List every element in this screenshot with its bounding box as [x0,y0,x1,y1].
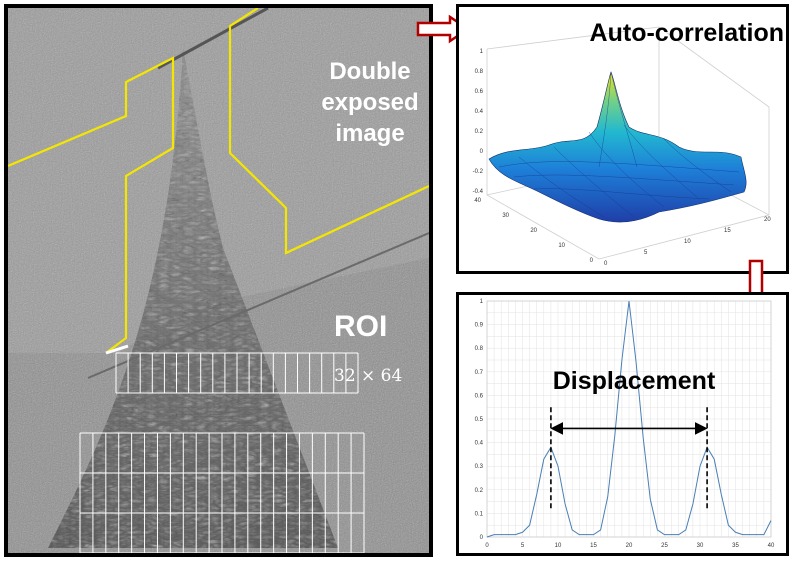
x-tick-label: 5 [521,543,525,549]
y-tick-label: 0.9 [475,323,484,329]
displacement-chart-panel: 0 0.1 0.2 0.3 0.4 0.5 0.6 0.7 0.8 0.9 1 0 5 10 15 20 25… [456,292,789,556]
y-tick-label: 0.7 [475,370,484,376]
x-tick-label: 40 [768,543,775,549]
ac-y-tick: 30 [502,213,509,219]
displacement-label: Displacement [552,367,716,395]
grid-size-label: 32 × 64 [334,366,403,386]
ac-y-tick: 10 [558,243,565,249]
ac-z-tick: 0.4 [475,109,484,115]
x-tick-label: 15 [590,543,597,549]
roi-grid-upper [115,352,359,394]
ac-x-tick: 5 [644,250,648,256]
ac-z-tick: 0 [480,149,484,155]
y-tick-label: 0.6 [475,393,484,399]
y-tick-label: 0.8 [475,346,484,352]
ac-x-tick: 0 [604,261,608,267]
y-tick-label: 0.2 [475,488,484,494]
nozzle-outline-left [8,56,175,354]
double-exposed-label: Double exposed image [321,58,419,147]
double-exposed-image-panel: Double exposed image ROI 32 × 64 [4,4,433,557]
x-tick-label: 25 [661,543,668,549]
correlation-line [486,300,772,538]
ac-z-tick: 0.8 [475,69,484,75]
y-tick-label: 1 [480,299,484,305]
y-tick-label: 0.3 [475,464,484,470]
ac-z-tick: 1 [480,49,484,55]
ac-x-tick: 20 [764,217,771,223]
y-tick-label: 0.5 [475,417,484,423]
x-tick-label: 20 [626,543,633,549]
surface-mesh [488,71,747,223]
nozzle-outline [228,8,429,255]
ac-z-tick: -0.2 [473,169,484,175]
ac-z-tick: -0.4 [473,189,484,195]
ac-z-tick: 0.2 [475,129,484,135]
y-tick-label: 0.4 [475,441,484,447]
ac-x-tick: 10 [684,239,691,245]
ac-y-tick: 40 [474,198,481,204]
x-tick-label: 10 [555,543,562,549]
x-tick-label: 35 [732,543,739,549]
y-tick-label: 0 [480,535,484,541]
autocorrelation-panel: Auto-correlation 1 0.8 0.6 0.4 0.2 0 -0.2 -0.4 … [456,4,789,274]
spray-image [8,8,429,553]
autocorrelation-title: Auto-correlation [589,19,784,47]
ac-z-tick: 0.6 [475,89,484,95]
ac-x-tick: 15 [724,228,731,234]
autocorrelation-surface-plot: 1 0.8 0.6 0.4 0.2 0 -0.2 -0.4 40 30 20 10 0 0 5 10 15 2… [473,26,771,267]
roi-grid-lower [79,432,365,553]
displacement-chart: 0 0.1 0.2 0.3 0.4 0.5 0.6 0.7 0.8 0.9 1 0 5 10 15 20 25… [475,299,775,549]
x-tick-label: 0 [485,543,489,549]
roi-label: ROI [334,310,388,343]
ac-y-tick: 20 [530,228,537,234]
y-tick-label: 0.1 [475,511,484,517]
ac-y-tick: 0 [590,258,594,264]
x-tick-label: 30 [697,543,704,549]
